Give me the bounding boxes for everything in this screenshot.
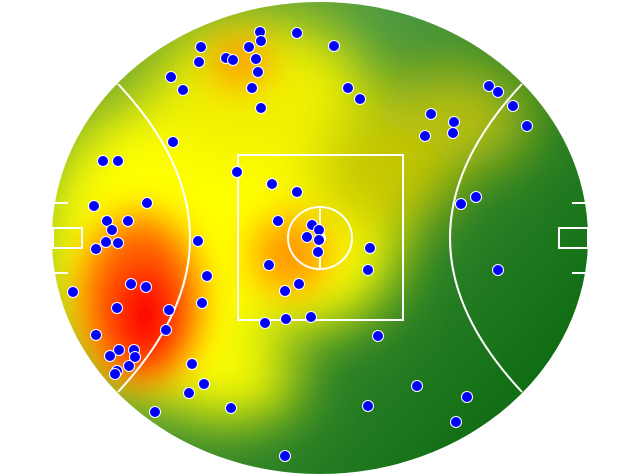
event-marker xyxy=(507,100,519,112)
event-marker xyxy=(67,286,79,298)
event-marker xyxy=(461,391,473,403)
event-marker xyxy=(279,285,291,297)
event-marker xyxy=(129,351,141,363)
event-marker xyxy=(243,41,255,53)
event-marker xyxy=(291,27,303,39)
event-marker xyxy=(492,86,504,98)
event-marker xyxy=(448,116,460,128)
event-marker xyxy=(90,329,102,341)
event-marker xyxy=(305,311,317,323)
event-marker xyxy=(425,108,437,120)
event-marker xyxy=(455,198,467,210)
event-marker xyxy=(280,313,292,325)
event-marker xyxy=(113,344,125,356)
event-marker xyxy=(342,82,354,94)
event-marker xyxy=(447,127,459,139)
event-marker xyxy=(313,234,325,246)
event-marker xyxy=(88,200,100,212)
right-goal-square xyxy=(558,227,589,249)
right-50-arc xyxy=(449,83,523,393)
event-marker xyxy=(90,243,102,255)
event-marker xyxy=(364,242,376,254)
event-marker xyxy=(328,40,340,52)
event-marker xyxy=(255,102,267,114)
event-marker xyxy=(419,130,431,142)
event-marker xyxy=(291,186,303,198)
event-marker xyxy=(106,224,118,236)
event-marker xyxy=(165,71,177,83)
event-marker xyxy=(177,84,189,96)
event-marker xyxy=(111,302,123,314)
event-marker xyxy=(362,400,374,412)
event-marker xyxy=(109,368,121,380)
event-marker xyxy=(104,350,116,362)
event-marker xyxy=(192,235,204,247)
event-markers xyxy=(67,26,533,462)
event-marker xyxy=(354,93,366,105)
event-marker xyxy=(201,270,213,282)
event-marker xyxy=(196,297,208,309)
event-marker xyxy=(272,215,284,227)
event-marker xyxy=(521,120,533,132)
event-marker xyxy=(225,402,237,414)
centre-square xyxy=(237,154,404,321)
event-marker xyxy=(167,136,179,148)
left-goal-square xyxy=(52,227,83,249)
event-marker xyxy=(372,330,384,342)
event-marker xyxy=(112,155,124,167)
event-marker xyxy=(250,53,262,65)
event-marker xyxy=(246,82,258,94)
event-marker xyxy=(492,264,504,276)
event-marker xyxy=(125,278,137,290)
event-marker xyxy=(97,155,109,167)
event-marker xyxy=(122,215,134,227)
event-marker xyxy=(149,406,161,418)
field-lines xyxy=(52,83,589,393)
event-marker xyxy=(470,191,482,203)
event-marker xyxy=(198,378,210,390)
event-marker xyxy=(362,264,374,276)
event-marker xyxy=(259,317,271,329)
event-marker xyxy=(255,35,267,47)
event-marker xyxy=(252,66,264,78)
event-marker xyxy=(411,380,423,392)
event-marker xyxy=(163,304,175,316)
event-marker xyxy=(140,281,152,293)
event-marker xyxy=(227,54,239,66)
event-marker xyxy=(293,278,305,290)
event-marker xyxy=(141,197,153,209)
event-marker xyxy=(123,360,135,372)
event-marker xyxy=(112,237,124,249)
event-marker xyxy=(100,236,112,248)
event-marker xyxy=(450,416,462,428)
event-marker xyxy=(160,324,172,336)
event-marker xyxy=(301,231,313,243)
event-marker xyxy=(263,259,275,271)
event-marker xyxy=(186,358,198,370)
event-marker xyxy=(266,178,278,190)
event-marker xyxy=(483,80,495,92)
left-50-arc xyxy=(117,83,191,393)
event-marker xyxy=(313,224,325,236)
event-marker xyxy=(279,450,291,462)
event-marker xyxy=(312,246,324,258)
event-marker xyxy=(193,56,205,68)
event-marker xyxy=(183,387,195,399)
event-marker xyxy=(231,166,243,178)
event-marker xyxy=(195,41,207,53)
event-marker xyxy=(101,215,113,227)
